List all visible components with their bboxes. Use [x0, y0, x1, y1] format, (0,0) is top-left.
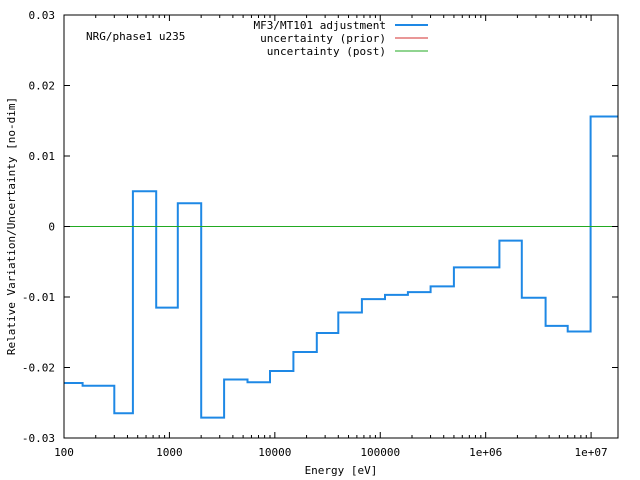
x-tick-label: 100000 — [360, 446, 400, 459]
x-tick-label: 1000 — [156, 446, 183, 459]
y-tick-label: -0.03 — [22, 432, 55, 445]
legend-label-prior: uncertainty (prior) — [260, 32, 386, 45]
legend-label-post: uncertainty (post) — [267, 45, 386, 58]
y-tick-label: 0.03 — [29, 9, 56, 22]
x-tick-label: 1e+06 — [469, 446, 502, 459]
legend-label-adjustment: MF3/MT101 adjustment — [254, 19, 386, 32]
y-axis-label: Relative Variation/Uncertainty [no-dim] — [5, 97, 18, 355]
chart-annotation: NRG/phase1 u235 — [86, 30, 185, 43]
series-line-adjustment — [64, 115, 618, 419]
y-tick-label: 0 — [48, 221, 55, 234]
x-tick-label: 10000 — [258, 446, 291, 459]
x-tick-label: 100 — [54, 446, 74, 459]
x-tick-label: 1e+07 — [575, 446, 608, 459]
y-tick-label: 0.01 — [29, 150, 56, 163]
y-tick-label: -0.02 — [22, 362, 55, 375]
y-tick-label: -0.01 — [22, 291, 55, 304]
x-axis-label: Energy [eV] — [305, 464, 378, 477]
plot-area — [64, 115, 618, 419]
y-tick-label: 0.02 — [29, 80, 56, 93]
